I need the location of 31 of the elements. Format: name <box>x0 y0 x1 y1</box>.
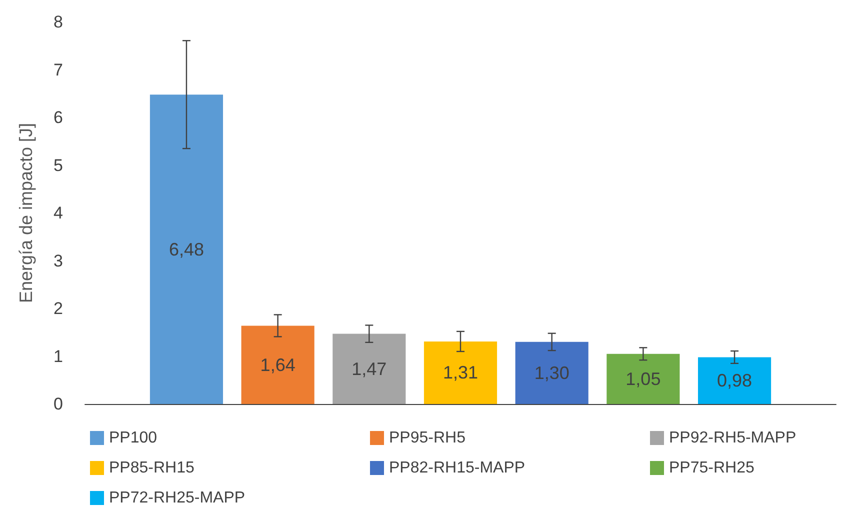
data-label: 0,98 <box>717 370 752 391</box>
y-tick-label: 0 <box>54 394 63 414</box>
legend-label: PP82-RH15-MAPP <box>389 460 526 476</box>
bar <box>515 342 588 404</box>
y-tick-label: 2 <box>54 299 63 318</box>
legend-label: PP75-RH25 <box>669 460 754 476</box>
data-label: 1,30 <box>534 362 570 383</box>
y-axis-title: Energía de impacto [J] <box>16 122 36 304</box>
data-label: 1,64 <box>260 354 296 375</box>
data-label: 1,47 <box>352 358 387 379</box>
bar <box>241 326 314 404</box>
legend-label: PP92-RH5-MAPP <box>669 430 796 446</box>
legend-label: PP100 <box>109 430 158 446</box>
y-tick-label: 4 <box>54 204 63 222</box>
y-tick-label: 6 <box>54 108 63 127</box>
bar <box>606 354 680 404</box>
data-label: 1,05 <box>626 368 661 389</box>
bar <box>698 357 772 404</box>
legend-label: PP72-RH25-MAPP <box>109 490 246 506</box>
legend-label: PP85-RH15 <box>109 460 194 476</box>
bar <box>332 334 406 404</box>
y-tick-label: 7 <box>54 60 63 80</box>
legend-label: PP95-RH5 <box>389 430 466 446</box>
bar <box>150 94 224 404</box>
bar <box>424 341 498 404</box>
y-tick-label: 1 <box>54 346 63 366</box>
y-tick-label: 3 <box>54 251 63 270</box>
data-label: 6,48 <box>168 239 204 260</box>
y-tick-label: 8 <box>54 12 63 32</box>
data-label: 1,31 <box>442 362 478 383</box>
y-tick-label: 5 <box>54 156 63 175</box>
